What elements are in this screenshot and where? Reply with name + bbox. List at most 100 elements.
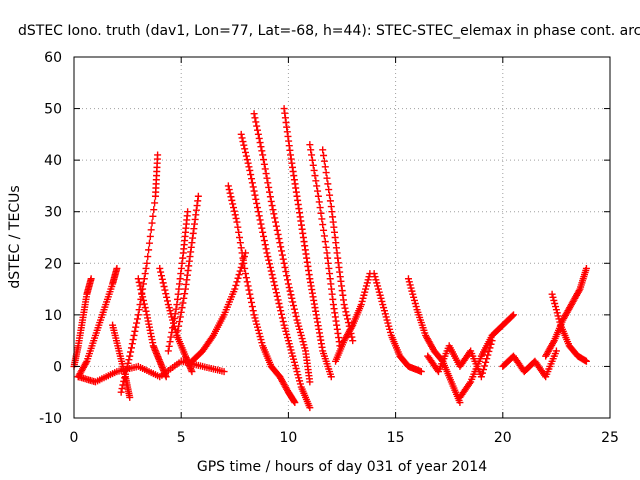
data-point: [310, 166, 318, 174]
y-axis-label: dSTEC / TECUs: [7, 185, 23, 288]
data-point: [166, 338, 174, 346]
data-point: [168, 328, 176, 336]
data-point: [238, 249, 246, 257]
data-point: [179, 299, 187, 307]
data-point: [181, 290, 189, 298]
data-point: [131, 327, 139, 335]
data-point: [264, 253, 272, 261]
x-tick-label: 15: [387, 430, 405, 446]
data-point: [380, 307, 388, 315]
data-point: [324, 180, 332, 188]
data-point: [360, 291, 368, 299]
data-point: [320, 226, 328, 234]
data-point: [316, 204, 324, 212]
data-point: [254, 130, 262, 138]
data-point: [288, 294, 296, 302]
data-point: [349, 337, 357, 345]
data-point: [314, 187, 322, 195]
data-point: [260, 160, 268, 168]
data-point: [315, 198, 323, 206]
data-point: [258, 339, 266, 347]
data-point: [297, 331, 305, 339]
data-point: [243, 156, 251, 164]
data-point: [378, 297, 386, 305]
data-point: [145, 246, 153, 254]
data-point: [296, 380, 304, 388]
data-point: [266, 263, 274, 271]
data-point: [253, 122, 261, 130]
data-point: [357, 301, 365, 309]
data-point: [323, 174, 331, 182]
data-point: [322, 243, 330, 251]
data-point: [118, 385, 126, 393]
data-point: [144, 253, 152, 261]
series: [156, 264, 196, 376]
data-point: [260, 156, 268, 164]
data-point: [268, 202, 276, 210]
data-point: [242, 270, 250, 278]
data-point: [481, 362, 489, 370]
data-point: [298, 335, 306, 343]
data-point: [308, 151, 316, 159]
data-point: [278, 247, 286, 255]
series: [456, 311, 518, 401]
series: [117, 151, 162, 396]
data-point: [284, 276, 292, 284]
data-point: [248, 298, 256, 306]
data-point: [253, 199, 261, 207]
data-point: [374, 285, 382, 293]
data-point: [169, 319, 177, 327]
data-point: [292, 312, 300, 320]
x-tick-label: 0: [70, 430, 79, 446]
data-point: [365, 273, 373, 281]
data-point: [259, 228, 267, 236]
data-point: [117, 388, 125, 396]
data-point: [241, 264, 249, 272]
data-point: [377, 294, 385, 302]
series: [424, 337, 496, 381]
data-point: [266, 188, 274, 196]
data-point: [234, 223, 242, 231]
data-point: [150, 206, 158, 214]
data-point: [405, 278, 413, 286]
series: [74, 264, 121, 381]
data-point: [254, 126, 262, 134]
series: [370, 270, 425, 376]
data-point: [173, 331, 181, 339]
data-point: [290, 358, 298, 366]
y-tick-label: 0: [53, 359, 62, 375]
data-point: [261, 165, 269, 173]
series: [280, 105, 335, 381]
data-point: [240, 141, 248, 149]
data-point: [275, 300, 283, 308]
data-point: [128, 340, 136, 348]
data-point: [236, 234, 244, 241]
data-point: [308, 156, 316, 164]
data-point: [296, 328, 304, 336]
series: [164, 208, 192, 355]
data-point: [148, 219, 156, 227]
data-point: [256, 139, 264, 147]
data-point: [294, 371, 302, 379]
data-point: [249, 307, 257, 315]
data-point: [134, 275, 142, 283]
data-point: [220, 368, 228, 376]
data-point: [87, 275, 95, 283]
x-tick-label: 20: [494, 430, 512, 446]
data-point: [320, 152, 328, 160]
series: [250, 110, 314, 386]
data-point: [296, 325, 304, 333]
data-point: [342, 308, 350, 316]
data-point: [253, 320, 261, 328]
data-point: [266, 260, 274, 268]
data-point: [273, 292, 281, 300]
data-point: [292, 364, 300, 372]
data-point: [250, 187, 258, 195]
data-point: [277, 243, 285, 251]
data-point: [157, 268, 165, 276]
data-point: [359, 294, 367, 302]
data-point: [300, 341, 308, 349]
data-point: [254, 326, 262, 334]
data-point: [230, 204, 238, 212]
data-point: [134, 311, 142, 319]
